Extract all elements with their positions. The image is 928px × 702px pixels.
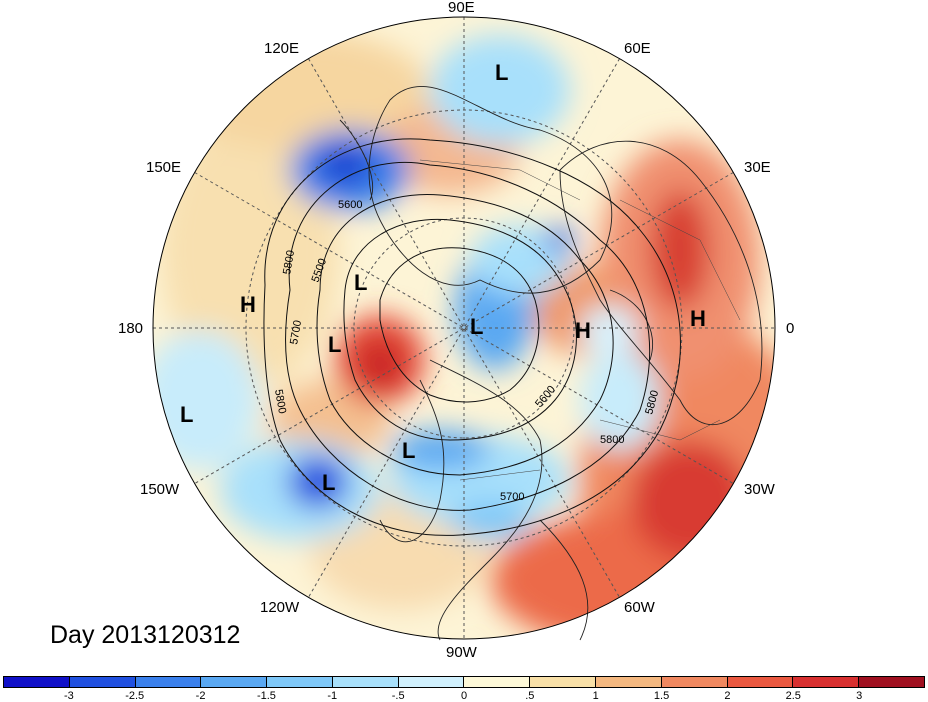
colorbar-tick-label: -.5 (391, 690, 405, 702)
contour-label: 5800 (600, 434, 624, 446)
colorbar (3, 676, 925, 688)
map-boundary (152, 16, 776, 640)
graticule (153, 17, 775, 639)
colorbar-tick-label: -2 (195, 690, 206, 702)
colorbar-bin (661, 677, 728, 687)
contour-label-group: 5600 5500 5800 5700 5800 5600 5800 5800 … (272, 199, 661, 503)
lon-label-0: 0 (786, 320, 795, 337)
high-center: H (575, 318, 591, 343)
lon-label-150w: 150W (140, 481, 180, 498)
colorbar-bin (332, 677, 399, 687)
lon-label-30w: 30W (744, 481, 775, 498)
low-center: L (322, 470, 335, 495)
colorbar-bin (727, 677, 794, 687)
colorbar-bin (859, 677, 924, 687)
contour-label: 5700 (288, 319, 304, 345)
colorbar-tick-label: .5 (525, 690, 535, 702)
colorbar-bin (464, 677, 531, 687)
low-center: L (180, 402, 193, 427)
colorbar-bin (201, 677, 268, 687)
lon-label-60e: 60E (624, 40, 651, 57)
colorbar-bin (398, 677, 465, 687)
colorbar-bin (596, 677, 662, 687)
colorbar-tick-label: -1.5 (256, 690, 276, 702)
high-center: H (240, 292, 256, 317)
low-center: L (495, 60, 508, 85)
colorbar-bin (267, 677, 333, 687)
lon-label-120w: 120W (260, 599, 300, 616)
lon-label-30e: 30E (744, 159, 771, 176)
coastlines (339, 86, 763, 641)
colorbar-tick-label: -3 (63, 690, 74, 702)
colorbar-tick-label: 0 (460, 690, 468, 702)
height-contours (263, 138, 681, 536)
colorbar-bin (793, 677, 860, 687)
contour-label: 5600 (338, 199, 362, 211)
colorbar-tick-label: -1 (327, 690, 338, 702)
low-center: L (402, 438, 415, 463)
lon-label-60w: 60W (624, 599, 655, 616)
lon-label-150e: 150E (146, 159, 182, 176)
lon-label-90e: 90E (448, 0, 475, 16)
colorbar-tick-label: 1 (592, 690, 599, 702)
colorbar-tick-label: 3 (856, 690, 863, 702)
contour-label: 5800 (272, 388, 288, 414)
contour-label: 5700 (500, 491, 524, 503)
low-center: L (328, 332, 341, 357)
colorbar-bin (135, 677, 202, 687)
colorbar-bin (530, 677, 597, 687)
lon-label-120e: 120E (264, 40, 300, 57)
contour-label: 5800 (281, 249, 297, 275)
pressure-centers: L L L L L L L H H H (180, 60, 706, 495)
low-center: L (354, 270, 367, 295)
high-center: H (690, 306, 706, 331)
day-title: Day 2013120312 (50, 621, 241, 649)
colorbar-tick-label: -2.5 (125, 690, 145, 702)
low-center: L (470, 314, 483, 339)
colorbar-tick-label: 2 (724, 690, 731, 702)
borders (419, 159, 741, 481)
lon-label-180: 180 (118, 320, 144, 337)
lon-label-90w: 90W (446, 644, 477, 661)
colorbar-bin (4, 677, 70, 687)
colorbar-bin (69, 677, 136, 687)
colorbar-tick-label: 1.5 (653, 690, 670, 702)
colorbar-tick-label: 2.5 (785, 690, 801, 702)
